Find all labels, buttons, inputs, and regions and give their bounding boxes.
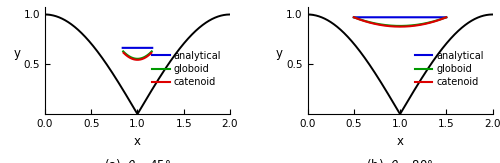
globoid [384, 24, 390, 26]
catenoid [376, 24, 382, 26]
Y-axis label: y: y [276, 47, 283, 60]
Y-axis label: y: y [13, 47, 20, 60]
Legend: analytical, globoid, catenoid: analytical, globoid, catenoid [411, 47, 488, 91]
analytical [376, 16, 382, 18]
globoid [376, 23, 382, 25]
Text: (b)  $\theta = 80°$: (b) $\theta = 80°$ [366, 157, 434, 163]
globoid [121, 51, 127, 53]
catenoid [121, 52, 127, 54]
Line: catenoid: catenoid [124, 53, 152, 60]
Line: catenoid: catenoid [354, 17, 446, 27]
Text: (a)  $\theta = 45°$: (a) $\theta = 45°$ [104, 157, 171, 163]
analytical [384, 16, 390, 18]
X-axis label: x: x [134, 134, 141, 148]
Line: globoid: globoid [354, 17, 446, 26]
Line: globoid: globoid [123, 51, 152, 59]
analytical [121, 47, 127, 49]
catenoid [384, 25, 390, 27]
Legend: analytical, globoid, catenoid: analytical, globoid, catenoid [148, 47, 225, 91]
X-axis label: x: x [396, 134, 404, 148]
